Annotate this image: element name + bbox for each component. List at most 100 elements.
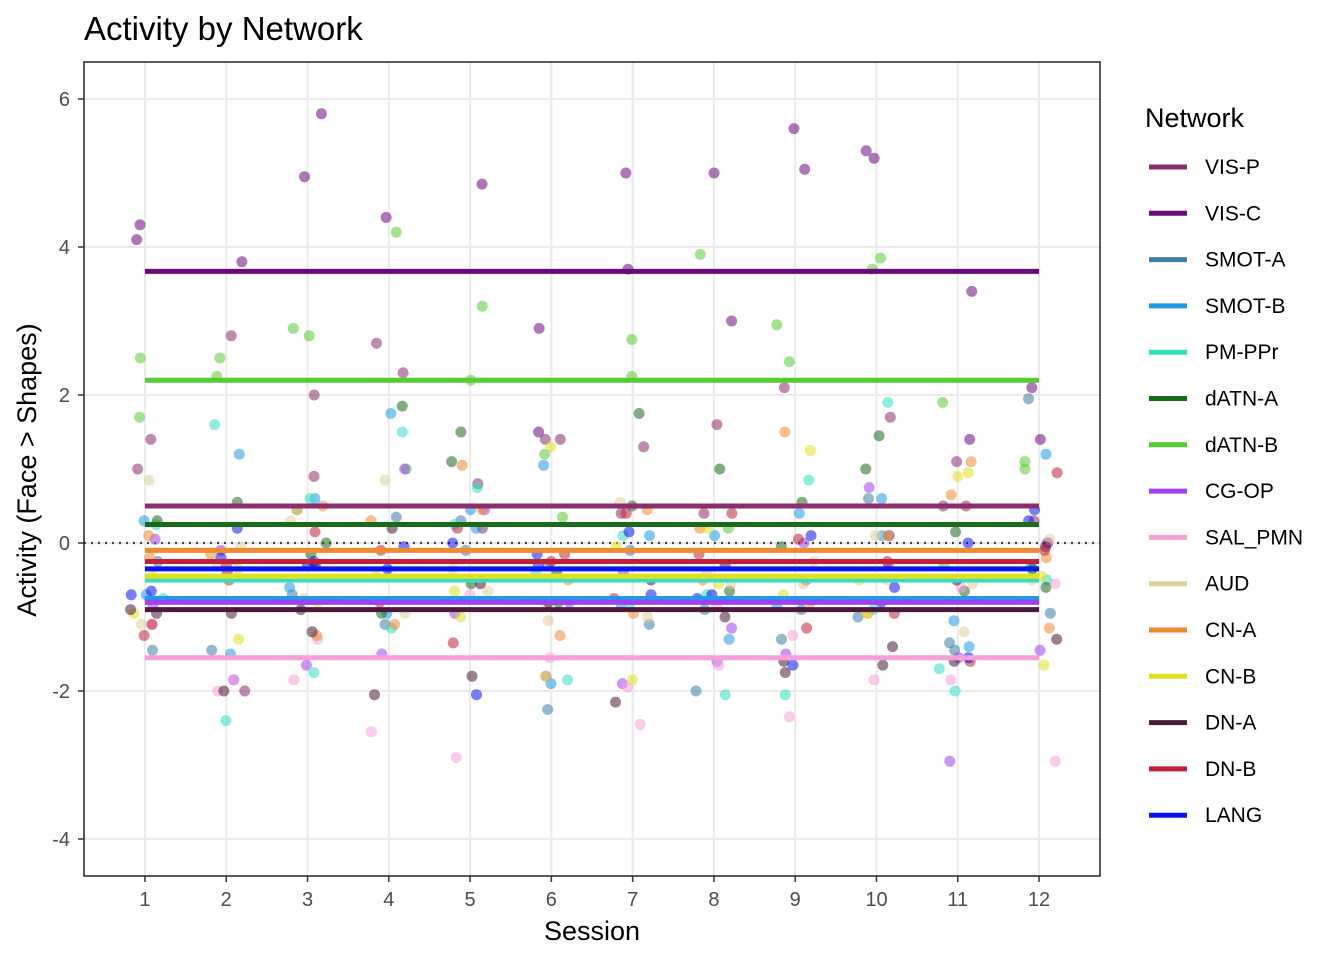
legend-label: SAL_PMN (1205, 526, 1303, 549)
data-point (288, 674, 300, 686)
x-tick-label: 6 (546, 889, 557, 911)
x-tick-label: 4 (383, 889, 394, 911)
data-point (390, 511, 402, 523)
data-point (132, 463, 144, 475)
data-point (320, 537, 332, 549)
series-points-vis-p (132, 330, 1054, 697)
data-point (951, 456, 963, 468)
data-point (860, 145, 872, 157)
data-point (218, 685, 230, 697)
data-point (948, 615, 960, 627)
legend-label: PM-PPr (1205, 341, 1279, 364)
data-point (778, 382, 790, 394)
data-point (875, 252, 887, 264)
data-point (447, 537, 459, 549)
data-point (779, 667, 791, 678)
x-tick-label: 1 (139, 889, 150, 911)
data-point (620, 507, 632, 519)
legend-label: CG-OP (1205, 480, 1274, 503)
data-point (962, 467, 974, 479)
x-tick-label: 5 (465, 889, 476, 911)
legend-item: CG-OP (1149, 480, 1274, 503)
data-point (539, 448, 551, 460)
data-point (876, 493, 888, 505)
data-point (396, 400, 408, 412)
data-point (1051, 633, 1063, 645)
data-point (1049, 755, 1061, 767)
data-point (793, 507, 805, 519)
data-point (726, 507, 738, 519)
data-point (862, 493, 874, 505)
data-point (1026, 382, 1038, 394)
legend-label: SMOT-B (1205, 295, 1286, 318)
plot-area (83, 61, 1101, 877)
legend-label: CN-A (1205, 619, 1256, 642)
data-point (1038, 659, 1050, 671)
data-point (719, 689, 731, 701)
data-point (206, 644, 218, 656)
data-point (134, 411, 146, 423)
data-point (134, 352, 146, 364)
series-points-sal-pmn (146, 578, 1061, 767)
data-point (540, 670, 552, 682)
data-point (933, 663, 945, 675)
data-point (950, 526, 962, 538)
data-point (963, 641, 975, 653)
data-point (1049, 578, 1061, 590)
legend-item: CN-B (1149, 665, 1256, 688)
x-tick-label: 8 (708, 889, 719, 911)
data-point (538, 459, 550, 471)
y-tick-label: -2 (52, 681, 70, 703)
legend-label: VIS-C (1205, 202, 1261, 225)
data-point (143, 474, 155, 486)
legend-item: AUD (1149, 573, 1249, 596)
data-point (1044, 607, 1056, 619)
data-point (788, 123, 800, 135)
data-point (125, 589, 137, 601)
data-point (209, 419, 221, 431)
data-point (1022, 393, 1034, 405)
data-point (450, 752, 462, 764)
legend-item: VIS-C (1149, 202, 1261, 225)
data-point (308, 389, 320, 401)
data-point (145, 585, 157, 597)
data-point (225, 330, 237, 342)
data-point (1043, 622, 1055, 634)
data-point (787, 630, 799, 641)
data-point (690, 685, 702, 697)
data-point (466, 670, 478, 682)
data-point (482, 585, 494, 597)
data-point (958, 626, 970, 638)
x-tick-label: 12 (1028, 889, 1050, 911)
data-point (709, 530, 721, 542)
data-point (726, 315, 738, 327)
x-axis-title: Session (544, 916, 640, 946)
data-point (284, 581, 296, 593)
data-point (863, 482, 875, 493)
x-tick-label: 11 (947, 889, 968, 911)
data-point (723, 633, 735, 645)
data-point (877, 659, 889, 671)
data-point (626, 674, 638, 686)
data-point (945, 489, 957, 501)
x-tick-label: 7 (627, 889, 638, 911)
legend-item: DN-B (1149, 758, 1256, 781)
data-point (545, 441, 557, 453)
y-tick-label: 4 (59, 237, 70, 259)
y-tick-label: -4 (52, 829, 70, 851)
legend-item: SAL_PMN (1149, 526, 1303, 549)
data-point (937, 396, 949, 408)
data-point (805, 530, 817, 542)
data-point (962, 537, 974, 549)
legend-items: VIS-P VIS-C SMOT-A SMOT-B PM-PPr dATN-A dATN-B… (1149, 156, 1303, 827)
data-point (134, 219, 146, 231)
data-point (449, 585, 461, 597)
data-point (792, 533, 804, 545)
data-point (623, 526, 635, 538)
data-point (470, 689, 482, 701)
data-point (952, 470, 964, 482)
y-tick-label: 6 (59, 89, 70, 111)
data-point (1040, 448, 1052, 460)
data-point (949, 685, 961, 697)
data-point (860, 463, 872, 475)
